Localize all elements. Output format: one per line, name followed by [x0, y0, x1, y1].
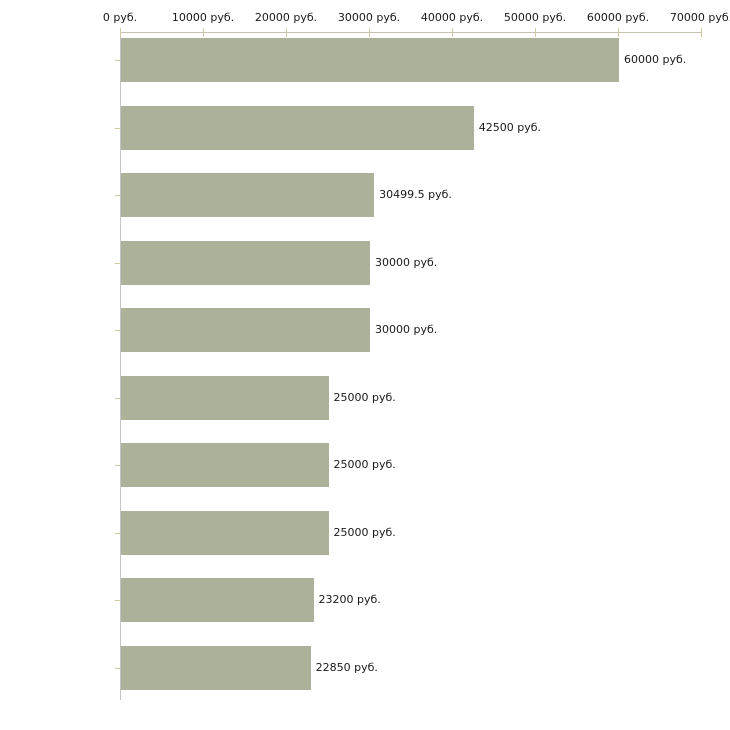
x-axis-tick-label: 70000 руб. [669, 11, 730, 24]
x-axis-tick [701, 28, 702, 37]
value-label: 42500 руб. [478, 120, 542, 134]
x-axis-tick [452, 28, 453, 37]
x-axis-tick [369, 28, 370, 37]
y-axis-tick [115, 465, 120, 466]
x-axis-tick-label: 40000 руб. [420, 11, 484, 24]
bar [121, 578, 314, 622]
bar [121, 375, 329, 420]
value-label: 25000 руб. [333, 525, 396, 539]
y-axis-line [120, 32, 121, 700]
x-axis-tick-label: 10000 руб. [171, 11, 235, 24]
x-axis-tick-label: 50000 руб. [503, 11, 567, 24]
x-axis-tick-label: 60000 руб. [586, 11, 650, 24]
x-axis-tick [203, 28, 204, 37]
bar [121, 105, 474, 150]
x-axis-tick [618, 28, 619, 37]
bar [121, 173, 375, 217]
bar [121, 510, 329, 555]
value-label: 23200 руб. [318, 593, 381, 606]
x-axis-line [120, 32, 701, 33]
y-axis-tick [115, 60, 120, 61]
x-axis-tick-label: 0 руб. [102, 11, 138, 24]
y-axis-tick [115, 195, 120, 196]
value-label: 30000 руб. [375, 323, 438, 336]
bar [121, 240, 370, 285]
x-axis-tick-label: 20000 руб. [254, 11, 318, 24]
value-label: 30499.5 руб. [379, 188, 452, 201]
x-axis-tick-label: 30000 руб. [337, 11, 401, 24]
value-label: 22850 руб. [315, 660, 378, 674]
bar [121, 308, 370, 352]
y-axis-tick [115, 330, 120, 331]
bar [121, 38, 619, 82]
x-axis-tick [535, 28, 536, 37]
value-label: 30000 руб. [375, 255, 438, 269]
value-label: 60000 руб. [624, 53, 687, 66]
y-axis-tick [115, 397, 120, 399]
y-axis-tick [115, 127, 120, 129]
y-axis-tick [115, 262, 120, 264]
value-label: 25000 руб. [333, 390, 396, 404]
x-axis-tick [286, 28, 287, 37]
bar [121, 645, 311, 690]
value-label: 25000 руб. [333, 458, 396, 471]
bar [121, 443, 329, 487]
y-axis-tick [115, 532, 120, 534]
y-axis-tick [115, 600, 120, 601]
x-axis-tick [120, 28, 121, 37]
y-axis-tick [115, 667, 120, 669]
